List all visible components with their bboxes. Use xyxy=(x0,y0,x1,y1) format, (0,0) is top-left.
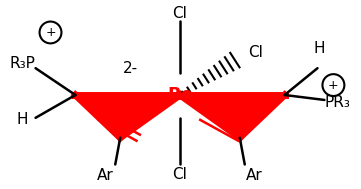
Polygon shape xyxy=(75,95,180,138)
Text: H: H xyxy=(314,41,325,56)
Text: Cl: Cl xyxy=(173,167,187,182)
Text: 2-: 2- xyxy=(123,61,138,76)
Text: Ar: Ar xyxy=(246,168,263,183)
Polygon shape xyxy=(180,95,284,138)
Text: R₃P: R₃P xyxy=(10,56,35,71)
Text: Re: Re xyxy=(167,86,193,104)
Text: Cl: Cl xyxy=(173,6,187,21)
Text: Cl: Cl xyxy=(248,45,262,60)
Text: H: H xyxy=(17,112,29,127)
Text: PR₃: PR₃ xyxy=(325,95,350,110)
Text: +: + xyxy=(45,26,56,39)
Text: +: + xyxy=(328,79,339,91)
Text: Ar: Ar xyxy=(97,168,114,183)
